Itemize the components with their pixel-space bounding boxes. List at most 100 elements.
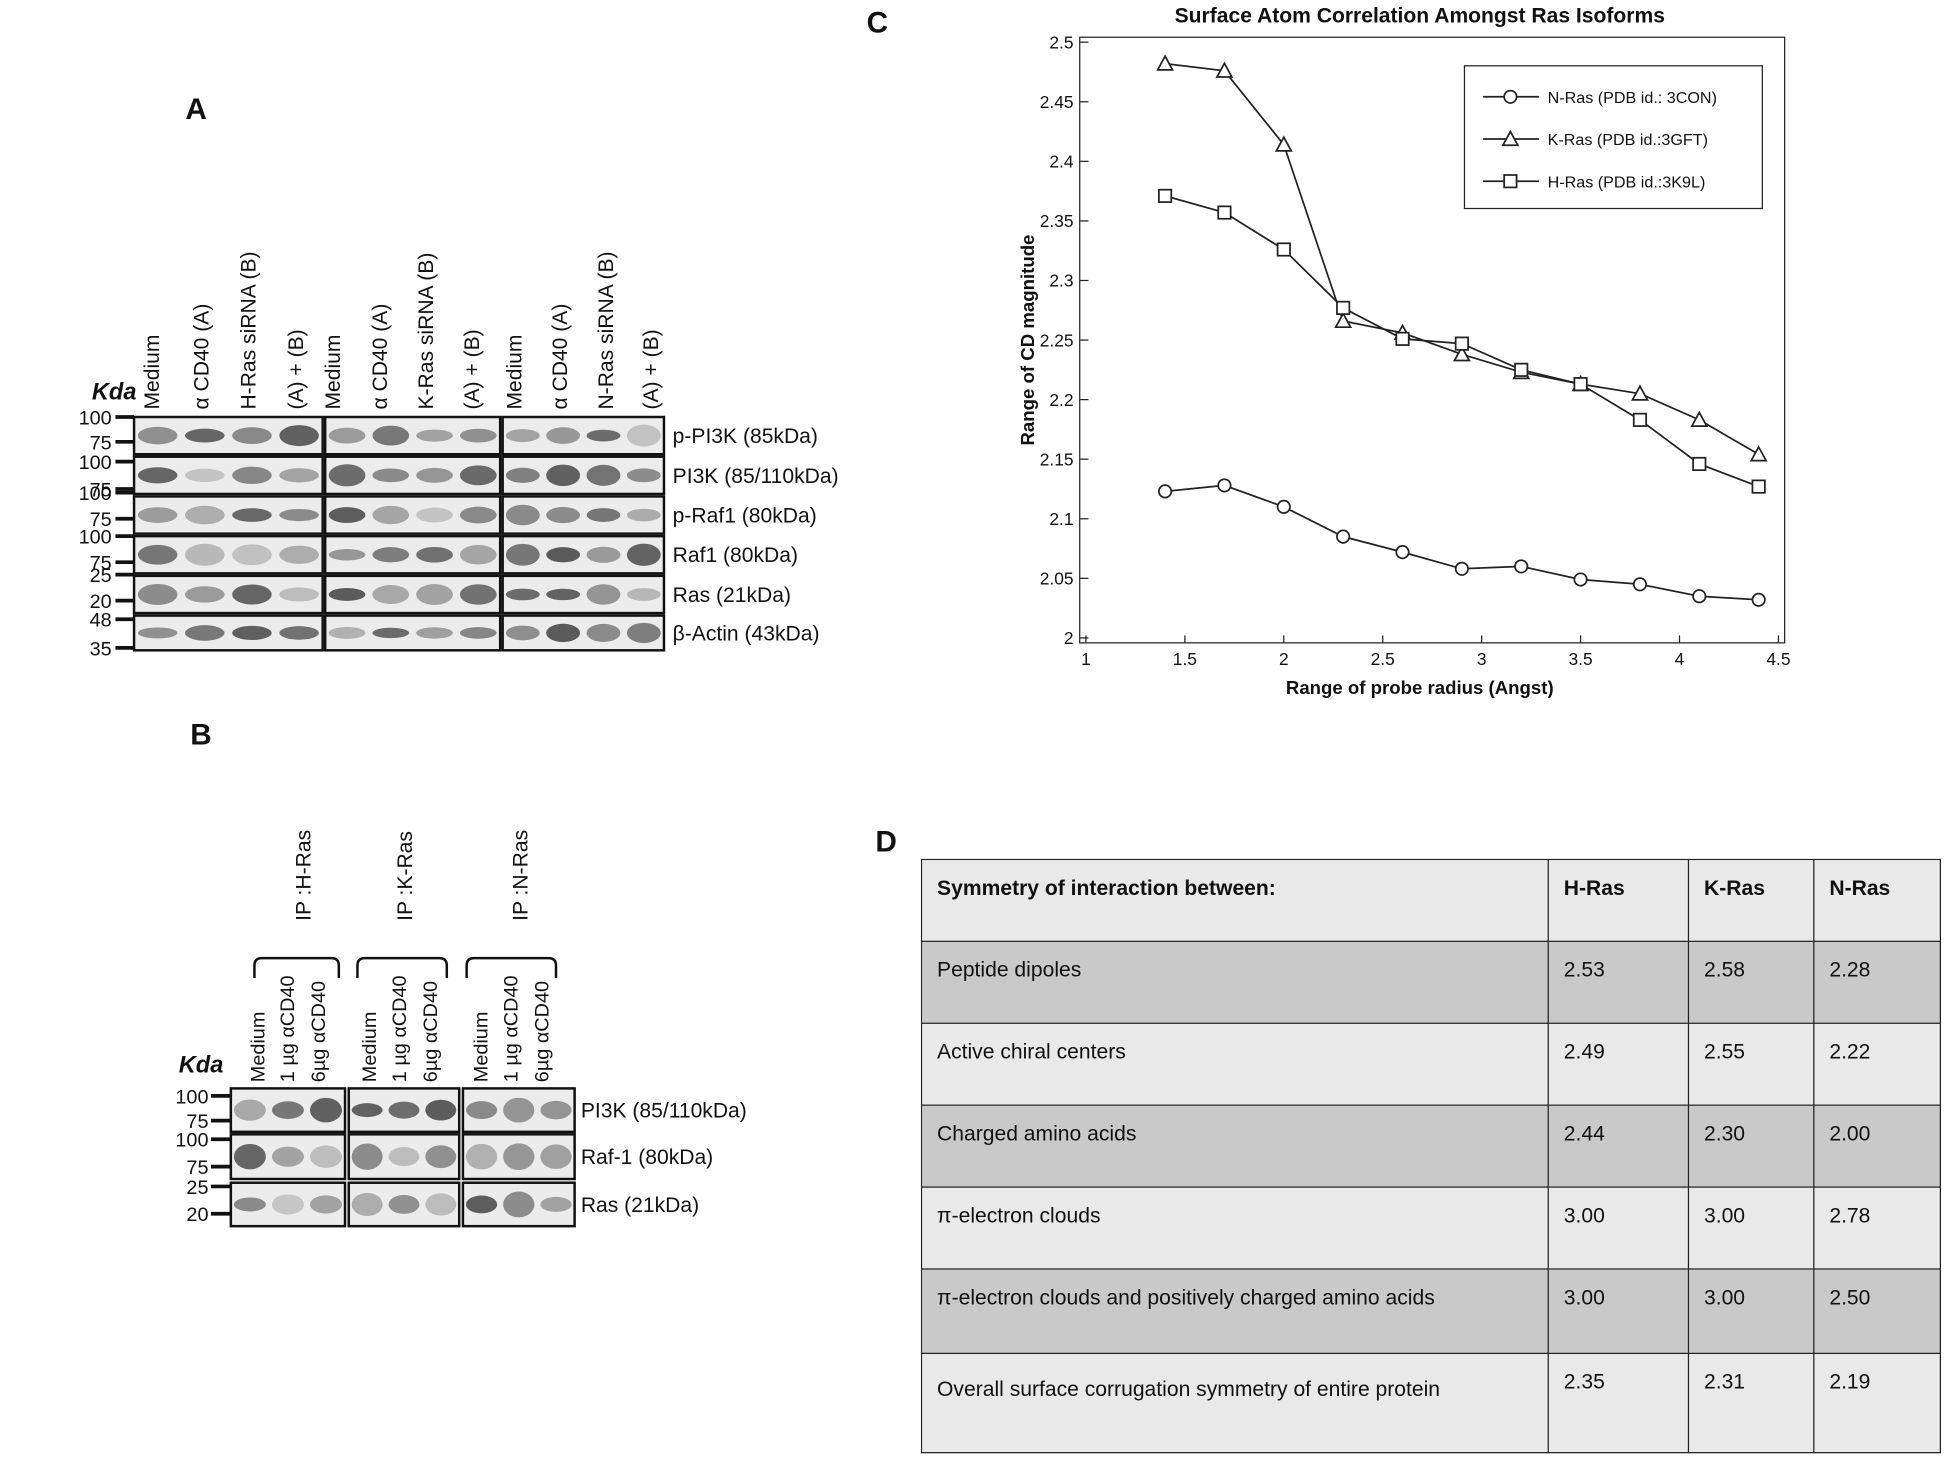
x-tick-label: 4	[1675, 649, 1685, 669]
band	[540, 1144, 572, 1169]
table-cell: 2.30	[1687, 1104, 1815, 1188]
x-tick-label: 4.5	[1766, 649, 1790, 669]
lane-label: K-Ras siRNA (B)	[415, 253, 438, 410]
protein-label: Raf-1 (80kDa)	[581, 1146, 713, 1169]
band	[328, 427, 366, 444]
band	[546, 507, 581, 524]
band	[271, 1101, 304, 1119]
lane-label: N-Ras siRNA (B)	[595, 251, 618, 409]
band	[351, 1103, 383, 1118]
band	[388, 1147, 420, 1167]
band	[232, 625, 272, 641]
band	[546, 588, 581, 601]
lane-label: 1 µg αCD40	[501, 975, 523, 1082]
band	[416, 429, 453, 442]
band	[328, 464, 366, 487]
band	[137, 426, 178, 445]
data-point	[1514, 362, 1529, 377]
band	[233, 1143, 266, 1170]
marker-label: 35	[90, 638, 112, 660]
lane-label: Medium	[322, 335, 345, 410]
band	[388, 1101, 420, 1119]
x-axis-label: Range of probe radius (Angst)	[1286, 677, 1554, 698]
band	[279, 468, 319, 483]
lane-label: Medium	[247, 1012, 269, 1083]
band	[626, 424, 661, 447]
x-tick-label: 3.5	[1569, 649, 1593, 669]
band	[505, 467, 540, 483]
table-host: Symmetry of interaction between: H-Ras K-R…	[920, 858, 1945, 1454]
data-point	[1632, 577, 1648, 592]
band	[586, 429, 621, 442]
data-point	[1751, 479, 1766, 494]
protein-label: Ras (21kDa)	[673, 584, 791, 607]
lane-label: α CD40 (A)	[191, 304, 214, 410]
header-cell: H-Ras	[1547, 858, 1690, 942]
panel-label: C	[867, 6, 889, 39]
y-tick-label: 2.1	[1049, 509, 1073, 529]
band	[425, 1099, 457, 1121]
band	[328, 549, 366, 561]
band	[137, 544, 178, 565]
table-row: π-electron clouds and positively charged…	[920, 1268, 1942, 1354]
band	[546, 547, 581, 563]
band	[279, 508, 319, 522]
panel-label: D	[875, 825, 897, 858]
y-axis-label: Range of CD magnitude	[1017, 235, 1038, 446]
band	[505, 625, 540, 641]
band	[184, 505, 225, 525]
band	[184, 625, 225, 641]
band	[505, 588, 540, 601]
marker-label: 75	[90, 479, 112, 501]
band	[425, 1193, 457, 1216]
protein-label: β-Actin (43kDa)	[673, 622, 820, 645]
band	[233, 1099, 266, 1121]
band	[459, 627, 497, 639]
chart-title: Surface Atom Correlation Amongst Ras Iso…	[1175, 4, 1665, 27]
band	[425, 1145, 457, 1169]
band	[184, 428, 225, 443]
band	[232, 544, 272, 566]
band	[586, 464, 621, 486]
lane-label: 1 µg αCD40	[277, 975, 299, 1082]
band	[503, 1097, 535, 1123]
table: Symmetry of interaction between: H-Ras K-R…	[920, 858, 1942, 1454]
band	[137, 467, 178, 484]
data-point	[1452, 345, 1471, 362]
band	[459, 506, 497, 524]
band	[137, 627, 178, 639]
band	[416, 627, 453, 639]
band	[184, 468, 225, 482]
brace	[253, 956, 341, 978]
band	[372, 425, 410, 446]
x-tick-label: 1	[1081, 649, 1091, 669]
band	[505, 504, 540, 526]
header-cell: Symmetry of interaction between:	[920, 858, 1549, 942]
band	[626, 468, 661, 483]
data-point	[1334, 311, 1353, 329]
data-point	[1454, 336, 1469, 351]
band	[586, 623, 621, 643]
band	[372, 547, 410, 563]
band	[328, 588, 366, 601]
table-cell: 2.44	[1547, 1104, 1690, 1188]
data-point	[1158, 188, 1173, 203]
band	[416, 584, 453, 605]
band	[310, 1145, 342, 1168]
legend-label: N-Ras (PDB id.: 3CON)	[1548, 89, 1717, 107]
table-cell: Peptide dipoles	[920, 940, 1549, 1024]
band	[232, 466, 272, 484]
panel-label: B	[190, 719, 212, 752]
table-cell: Active chiral centers	[920, 1022, 1549, 1106]
y-tick-label: 2.3	[1049, 271, 1073, 291]
marker-label: 100	[79, 452, 112, 474]
lane-label: 6µg αCD40	[308, 981, 330, 1082]
protein-label: PI3K (85/110kDa)	[581, 1100, 747, 1123]
marker-label: 75	[90, 509, 112, 531]
data-point	[1749, 445, 1768, 462]
band	[279, 626, 319, 640]
band	[465, 1101, 498, 1120]
x-tick-label: 2	[1279, 649, 1289, 669]
band	[232, 427, 272, 445]
table-cell: 2.35	[1547, 1352, 1690, 1454]
